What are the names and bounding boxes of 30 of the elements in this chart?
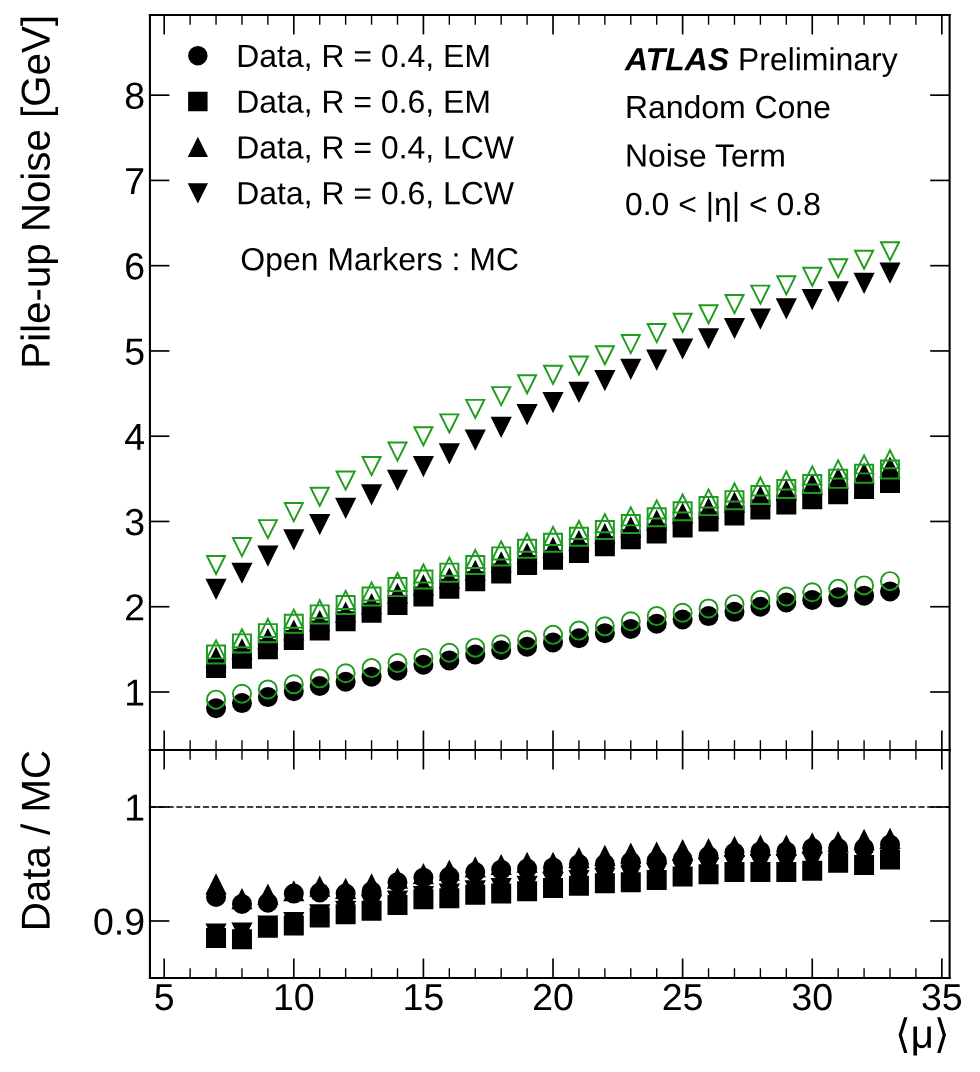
y-tick-label: 1 (127, 794, 144, 821)
x-tick-label: 35 (922, 983, 962, 1011)
annotation: Open Markers : MC (241, 247, 518, 277)
y-tick-label: 2 (126, 594, 144, 621)
y-tick-label: 5 (125, 338, 144, 365)
legend-label: Data, R = 0.6, EM (238, 90, 489, 117)
x-tick-label: 15 (405, 984, 443, 1011)
x-tick-label: 25 (663, 983, 702, 1011)
x-axis-title: ⟨μ⟩ (898, 1017, 947, 1056)
x-tick-label: 5 (155, 984, 174, 1011)
annotation: Noise Term (627, 143, 784, 167)
y-tick-label: 7 (126, 168, 144, 195)
y-tick-label: 0.9 (94, 908, 144, 935)
y-axis-title: Data / MC (20, 751, 51, 928)
y-tick-label: 8 (125, 82, 144, 110)
annotation: ATLAS (624, 48, 729, 71)
x-tick-label: 10 (275, 983, 314, 1011)
legend-label: Data, R = 0.4, EM (238, 44, 489, 71)
y-tick-label: 3 (125, 508, 144, 536)
x-tick-label: 20 (534, 983, 573, 1011)
annotation: Random Cone (627, 94, 830, 119)
legend-label: Data, R = 0.4, LCW (238, 136, 514, 163)
legend-label: Data, R = 0.6, LCW (238, 181, 514, 209)
y-tick-label: 6 (126, 253, 144, 280)
annotation: 0.0 < |η| < 0.8 (626, 191, 820, 222)
annotation: Preliminary (740, 47, 898, 77)
x-tick-label: 30 (792, 983, 832, 1011)
y-axis-title: Pile-up Noise [GeV] (20, 17, 58, 366)
y-tick-label: 1 (127, 679, 144, 706)
y-tick-label: 4 (125, 423, 144, 450)
